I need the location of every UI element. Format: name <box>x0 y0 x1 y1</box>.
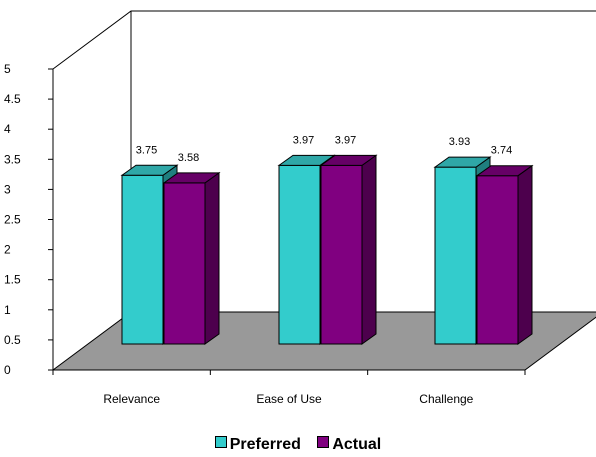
data-label-preferred-ease-of-use: 3.97 <box>293 134 314 146</box>
y-tick-label: 1 <box>4 303 11 317</box>
y-tick-label: 2 <box>4 243 11 257</box>
bar-preferred-ease-of-use <box>278 164 321 345</box>
y-tick-label: 0 <box>4 363 11 377</box>
x-tick-label-relevance: Relevance <box>103 392 160 406</box>
y-tick-label: 1.5 <box>4 273 21 287</box>
legend: Preferred Actual <box>0 436 596 454</box>
bar-side-actual-relevance <box>204 171 220 345</box>
bar-actual-challenge <box>476 175 519 345</box>
data-label-actual-relevance: 3.58 <box>178 152 199 164</box>
legend-item-actual: Actual <box>317 436 381 454</box>
back-wall-top-edge <box>52 10 596 70</box>
x-tick-label-ease-of-use: Ease of Use <box>256 392 322 406</box>
legend-label-preferred: Preferred <box>229 436 301 453</box>
y-tick-label: 4.5 <box>4 92 21 106</box>
y-tick-label: 5 <box>4 62 11 76</box>
bar-top-preferred-ease-of-use <box>277 154 336 166</box>
y-tick-label: 3 <box>4 182 11 196</box>
y-tick-label: 0.5 <box>4 333 21 347</box>
bar-top-preferred-challenge <box>433 156 492 168</box>
data-label-actual-ease-of-use: 3.97 <box>335 134 356 146</box>
y-tick-label: 2.5 <box>4 213 21 227</box>
legend-swatch-preferred <box>214 436 227 448</box>
x-tick-label-challenge: Challenge <box>419 392 473 406</box>
bar-top-actual-ease-of-use <box>319 154 378 166</box>
bar-actual-ease-of-use <box>320 164 363 345</box>
legend-swatch-actual <box>317 436 330 448</box>
bar-preferred-relevance <box>121 174 164 345</box>
bar-top-actual-relevance <box>162 172 221 184</box>
data-label-actual-challenge: 3.74 <box>491 145 512 157</box>
legend-label-actual: Actual <box>332 436 382 453</box>
y-tick-label: 3.5 <box>4 152 21 166</box>
data-label-preferred-relevance: 3.75 <box>136 144 157 156</box>
bar-preferred-challenge <box>434 166 477 345</box>
bar-top-actual-challenge <box>475 165 534 177</box>
data-label-preferred-challenge: 3.93 <box>449 136 470 148</box>
y-tick-label: 4 <box>4 122 11 136</box>
bar-side-actual-ease-of-use <box>361 154 377 345</box>
legend-item-preferred: Preferred <box>214 436 301 454</box>
bar-top-preferred-relevance <box>120 164 179 176</box>
bar-actual-relevance <box>163 182 206 345</box>
bar-side-actual-challenge <box>517 164 533 345</box>
